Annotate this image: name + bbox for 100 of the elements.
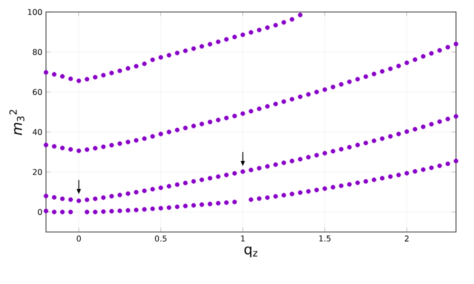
point: [191, 46, 196, 51]
point: [396, 64, 401, 68]
point: [68, 147, 73, 152]
point: [174, 50, 180, 56]
point: [256, 166, 262, 170]
point: [118, 68, 122, 74]
point: [142, 62, 147, 66]
point: [174, 204, 180, 210]
point: [232, 200, 237, 204]
point: [282, 160, 286, 166]
point: [364, 140, 368, 146]
point: [216, 200, 221, 206]
point: [118, 192, 122, 198]
x-tick-label: 2: [404, 236, 409, 242]
point: [404, 60, 410, 66]
point: [265, 104, 270, 109]
point: [183, 48, 188, 54]
point: [388, 134, 393, 139]
point: [248, 30, 254, 35]
point: [60, 196, 65, 202]
point: [273, 102, 278, 106]
point: [166, 130, 172, 134]
point: [92, 146, 98, 150]
point: [372, 138, 376, 144]
point: [134, 208, 138, 212]
point: [290, 158, 294, 164]
point: [446, 44, 450, 50]
y-tick-label: 40: [32, 128, 42, 136]
point: [338, 146, 344, 152]
point: [101, 209, 106, 214]
point: [314, 90, 319, 94]
point: [76, 148, 82, 154]
point: [429, 166, 434, 170]
point: [92, 196, 98, 202]
point: [355, 76, 360, 82]
point: [290, 192, 294, 196]
point: [150, 206, 155, 212]
point: [412, 169, 418, 174]
point: [216, 174, 221, 179]
point: [84, 147, 90, 152]
point: [52, 72, 56, 77]
point: [183, 204, 188, 208]
x-tick-label: 1: [241, 236, 245, 242]
point: [404, 129, 410, 134]
point: [347, 182, 352, 187]
x-tick-label: 0: [76, 236, 81, 242]
point: [355, 142, 360, 148]
point: [388, 66, 393, 72]
point: [166, 205, 172, 210]
x-axis-title: q$_{z}$: [244, 246, 258, 258]
point: [200, 122, 204, 126]
point: [84, 76, 90, 82]
point: [364, 74, 368, 79]
point: [200, 202, 204, 207]
point: [84, 210, 90, 214]
point: [454, 42, 458, 46]
point: [134, 138, 138, 143]
point: [92, 210, 98, 214]
point: [84, 198, 90, 202]
x-tick-label: 0.5: [154, 236, 166, 242]
point: [256, 196, 262, 201]
point: [208, 120, 212, 124]
point: [338, 184, 344, 188]
point: [126, 66, 130, 71]
point: [380, 136, 384, 141]
point: [454, 158, 458, 164]
point: [282, 99, 286, 104]
point: [265, 25, 270, 30]
point: [265, 195, 270, 200]
point: [412, 126, 418, 132]
point: [44, 142, 48, 148]
point: [191, 124, 196, 128]
point: [454, 114, 458, 119]
point: [76, 78, 82, 84]
point: [420, 124, 426, 130]
point: [322, 87, 328, 92]
point: [208, 202, 212, 206]
point: [52, 210, 56, 214]
point: [437, 48, 442, 53]
point: [150, 58, 155, 62]
point: [134, 190, 138, 194]
point: [118, 141, 122, 146]
point: [158, 55, 164, 60]
point: [396, 172, 401, 178]
point: [150, 134, 155, 139]
point: [298, 12, 302, 18]
point: [429, 51, 434, 56]
point: [322, 186, 328, 191]
point: [60, 74, 65, 79]
y-tick-label: 80: [32, 48, 42, 56]
point: [68, 76, 73, 82]
point: [256, 28, 262, 32]
point: [404, 170, 410, 176]
point: [273, 162, 278, 167]
point: [68, 210, 73, 214]
y-tick-label: 60: [32, 88, 42, 96]
point: [174, 182, 180, 187]
point: [224, 200, 229, 205]
point: [76, 198, 82, 204]
point: [240, 111, 246, 116]
